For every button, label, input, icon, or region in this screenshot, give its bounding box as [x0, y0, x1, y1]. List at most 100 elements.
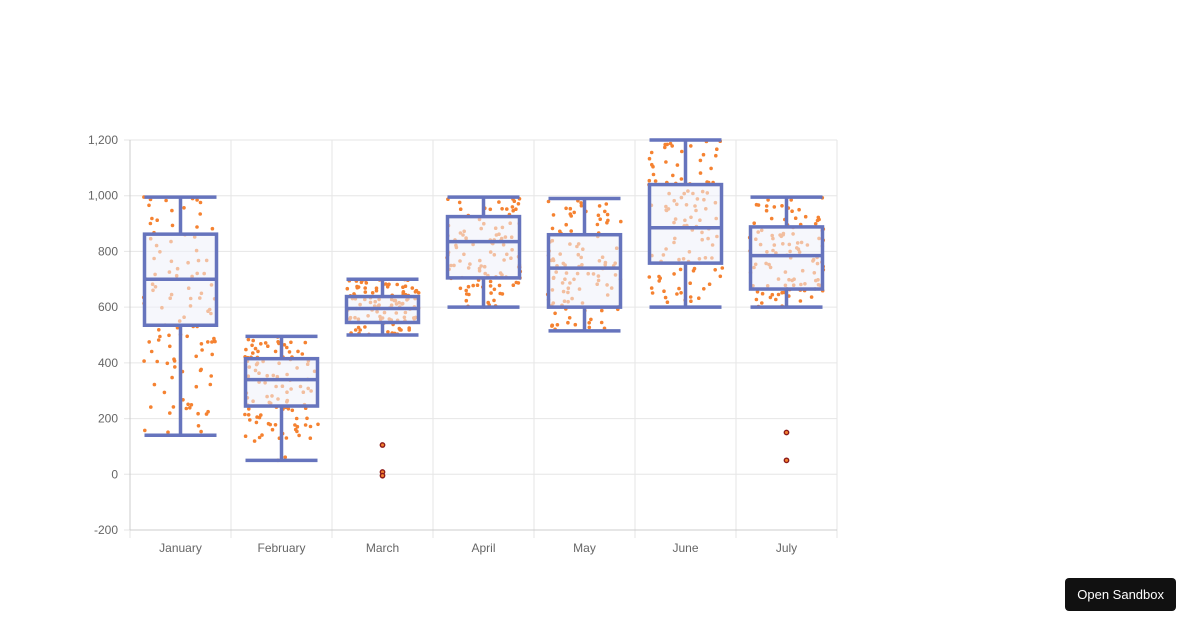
sample-point: [498, 291, 503, 296]
y-tick-label: -200: [94, 523, 118, 537]
sample-point: [398, 328, 402, 332]
sample-point: [658, 276, 662, 281]
axes: -200 0 200 400 600 800 1,000 1,200 January Februa…: [88, 133, 837, 555]
sample-point: [296, 349, 300, 354]
sample-point: [510, 205, 515, 209]
sample-point: [764, 204, 769, 208]
sample-point: [657, 279, 661, 283]
sample-point: [248, 418, 252, 422]
sample-point: [170, 223, 175, 228]
sample-point: [663, 145, 667, 150]
sample-point: [290, 408, 295, 413]
sample-point: [407, 328, 412, 332]
sample-point: [353, 328, 358, 332]
sample-point: [678, 267, 683, 272]
sample-point: [244, 347, 248, 352]
sample-point: [253, 346, 258, 351]
sample-point: [755, 290, 760, 294]
iqr-box: [445, 214, 522, 280]
sample-point: [619, 219, 623, 224]
sample-point: [605, 212, 610, 217]
sample-point: [697, 296, 701, 301]
x-tick-label: July: [776, 541, 797, 555]
iqr-box: [243, 356, 320, 408]
sample-point: [457, 200, 462, 205]
sample-point: [774, 297, 778, 302]
sample-point: [458, 286, 463, 291]
sample-point: [199, 429, 203, 434]
sample-point: [760, 301, 764, 305]
sample-point: [598, 217, 602, 221]
sample-point: [297, 433, 301, 438]
sample-point: [308, 424, 313, 429]
y-tick-label: 400: [98, 356, 118, 370]
sample-point: [363, 286, 368, 290]
x-tick-label: January: [159, 541, 202, 555]
sample-point: [702, 287, 706, 291]
sample-point: [793, 216, 798, 220]
sample-point: [698, 158, 703, 163]
sample-point: [567, 316, 572, 320]
sample-point: [363, 325, 367, 329]
sample-point: [266, 344, 270, 349]
sample-point: [243, 434, 248, 439]
sample-point: [413, 290, 418, 294]
sample-point: [195, 198, 199, 202]
sample-point: [769, 216, 774, 221]
sample-point: [363, 290, 368, 294]
sample-point: [579, 203, 584, 208]
sample-point: [210, 226, 215, 231]
sample-point: [243, 412, 247, 417]
sample-point: [199, 342, 204, 346]
sample-point: [718, 274, 723, 279]
sample-point: [662, 289, 666, 294]
outlier-point: [379, 472, 386, 479]
sample-point: [760, 291, 765, 296]
sample-point: [165, 361, 170, 366]
sample-point: [259, 413, 263, 417]
sample-point: [384, 282, 388, 286]
sample-point: [170, 208, 174, 213]
sample-point: [813, 222, 818, 226]
sample-point: [497, 283, 502, 288]
sample-point: [464, 298, 469, 303]
sample-point: [303, 423, 308, 427]
sample-point: [387, 282, 391, 287]
sample-point: [512, 199, 517, 203]
sample-point: [776, 292, 781, 297]
sample-point: [356, 325, 361, 330]
sample-point: [370, 291, 375, 295]
x-tick-label: March: [366, 541, 399, 555]
sample-point: [715, 147, 719, 151]
outlier-point: [783, 457, 790, 464]
sample-point: [768, 295, 773, 300]
sample-point: [158, 334, 162, 339]
sample-point: [720, 266, 725, 270]
sample-point: [698, 171, 703, 175]
sample-point: [198, 200, 203, 205]
y-tick-label: 1,000: [88, 189, 118, 203]
sample-point: [286, 407, 291, 411]
sample-point: [263, 341, 268, 345]
sample-point: [603, 209, 607, 214]
x-tick-label: May: [573, 541, 596, 555]
sample-point: [289, 340, 293, 345]
sample-point: [558, 229, 562, 234]
open-sandbox-button[interactable]: Open Sandbox: [1065, 578, 1176, 611]
sample-point: [247, 407, 251, 411]
sample-point: [647, 156, 652, 161]
sample-point: [294, 416, 299, 421]
sample-point: [790, 209, 794, 213]
sample-point: [553, 311, 557, 316]
sample-point: [647, 275, 652, 279]
sample-point: [157, 328, 161, 332]
sample-point: [551, 213, 556, 217]
sample-point: [766, 198, 770, 202]
sample-point: [200, 348, 204, 352]
sample-point: [195, 225, 199, 229]
sample-point: [675, 292, 679, 296]
sample-point: [270, 427, 275, 432]
sample-point: [170, 375, 174, 380]
sample-point: [516, 281, 521, 285]
